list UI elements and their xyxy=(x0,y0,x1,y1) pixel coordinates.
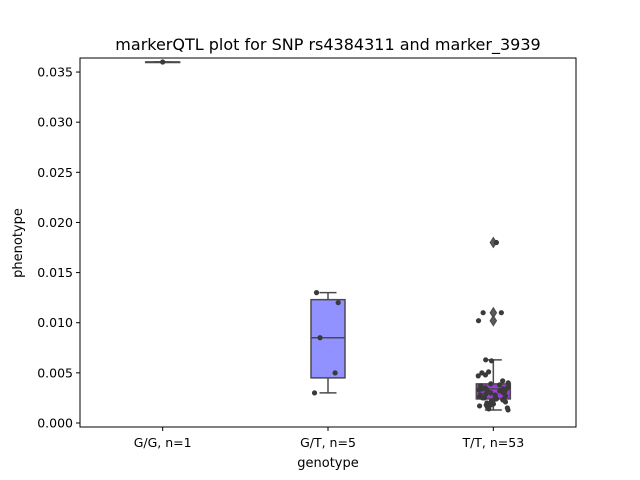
y-tick-label: 0.020 xyxy=(37,215,73,230)
data-point xyxy=(505,380,511,386)
genotype-group xyxy=(144,59,181,65)
data-point xyxy=(480,395,486,401)
data-point xyxy=(335,300,341,306)
x-tick-label: T/T, n=53 xyxy=(461,435,524,450)
y-tick-label: 0.025 xyxy=(37,165,73,180)
data-point xyxy=(160,59,166,65)
data-point xyxy=(488,390,494,396)
data-point xyxy=(505,407,511,413)
data-point xyxy=(313,290,320,296)
x-axis: G/G, n=1 G/T, n=5 T/T, n=53 xyxy=(134,427,524,450)
data-point xyxy=(476,403,483,409)
data-point xyxy=(488,381,494,387)
x-tick-label: G/G, n=1 xyxy=(134,435,192,450)
y-axis-label: phenotype xyxy=(11,208,26,278)
data-point xyxy=(332,370,338,376)
y-tick-label: 0.015 xyxy=(37,265,73,280)
data-point xyxy=(496,382,503,388)
plot-area xyxy=(144,59,512,413)
data-point xyxy=(484,387,490,393)
data-point xyxy=(493,239,500,246)
y-tick-label: 0.010 xyxy=(37,315,73,330)
data-point xyxy=(317,335,323,341)
data-point xyxy=(502,399,509,405)
iqr-box xyxy=(310,298,346,379)
data-point xyxy=(476,387,482,393)
x-tick-label: G/T, n=5 xyxy=(300,435,356,450)
data-point xyxy=(498,310,504,316)
data-point xyxy=(488,358,495,364)
y-tick-label: 0.000 xyxy=(37,415,73,430)
genotype-group xyxy=(475,236,512,413)
y-tick-label: 0.035 xyxy=(37,65,73,80)
data-point xyxy=(480,310,486,316)
genotype-group xyxy=(310,290,346,396)
data-point xyxy=(500,378,506,384)
data-point xyxy=(483,391,489,397)
data-point xyxy=(475,318,482,324)
y-tick-label: 0.005 xyxy=(37,365,73,380)
chart-title: markerQTL plot for SNP rs4384311 and mar… xyxy=(115,35,540,55)
data-point xyxy=(475,373,481,379)
x-axis-label: genotype xyxy=(297,456,358,471)
outlier-marker xyxy=(489,314,498,327)
data-point xyxy=(311,390,318,396)
data-point xyxy=(482,372,489,378)
y-tick-label: 0.030 xyxy=(37,115,73,130)
data-point xyxy=(483,357,489,363)
y-axis: 0.000 0.005 0.010 0.015 0.020 0.025 0.030 0.035 xyxy=(37,65,80,430)
data-point xyxy=(486,406,492,412)
